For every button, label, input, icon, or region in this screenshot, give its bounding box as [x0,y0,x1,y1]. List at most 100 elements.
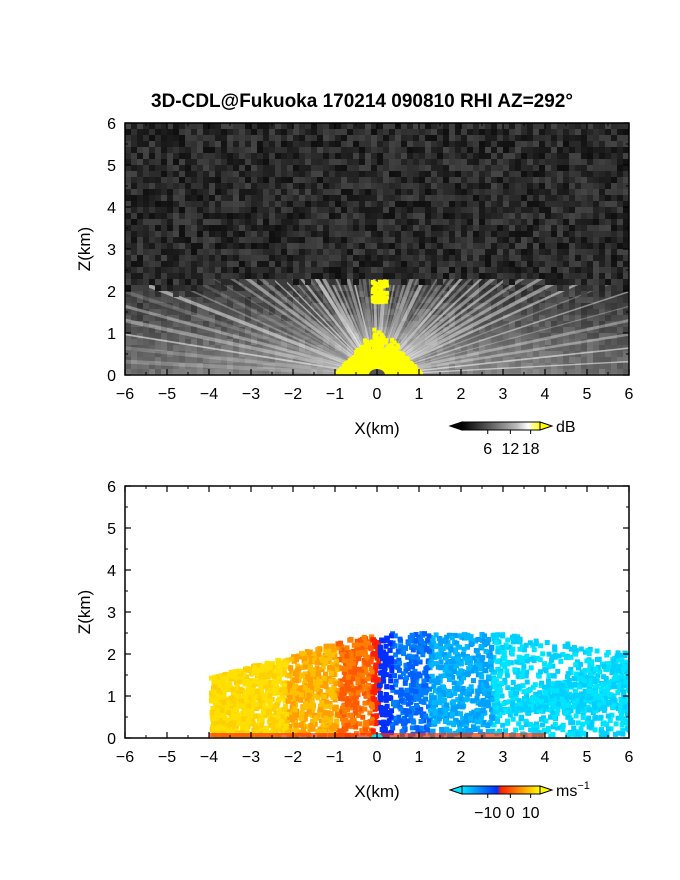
noise-cell [317,159,323,165]
noise-cell [161,219,167,225]
noise-cell [293,237,299,243]
noise-cell [149,267,155,273]
noise-cell [263,261,269,267]
noise-cell [329,201,335,207]
noise-cell [329,279,335,285]
noise-cell [131,279,137,285]
noise-cell [155,135,161,141]
echo-streak [376,360,629,375]
noise-cell [425,171,431,177]
noise-cell [407,147,413,153]
noise-cell [311,153,317,159]
noise-cell [137,183,143,189]
noise-cell [389,279,395,285]
echo-streak [125,225,378,375]
noise-cell [191,147,197,153]
noise-cell [377,255,383,261]
noise-cell [287,267,293,273]
noise-cell [413,153,419,159]
noise-cell [299,153,305,159]
noise-cell [335,201,341,207]
noise-cell [407,183,413,189]
noise-cell [215,183,221,189]
noise-cell [389,159,395,165]
noise-cell [167,159,173,165]
noise-cell [215,129,221,135]
echo-streak [376,259,629,375]
noise-cell [311,207,317,213]
noise-cell [293,153,299,159]
noise-cell [155,285,161,291]
noise-cell [131,141,137,147]
noise-cell [431,183,437,189]
noise-cell [353,147,359,153]
noise-cell [371,213,377,219]
noise-cell [341,243,347,249]
noise-cell [329,273,335,279]
noise-cell [365,123,371,129]
noise-cell [389,129,395,135]
noise-cell [185,279,191,285]
noise-cell [329,177,335,183]
noise-cell [377,237,383,243]
noise-cell [227,183,233,189]
noise-cell [401,195,407,201]
noise-cell [359,189,365,195]
noise-cell [329,267,335,273]
noise-cell [209,123,215,129]
noise-cell [281,273,287,279]
noise-cell [281,177,287,183]
noise-cell [155,177,161,183]
noise-cell [143,141,149,147]
noise-cell [257,273,263,279]
noise-cell [143,177,149,183]
noise-cell [341,225,347,231]
noise-cell [269,225,275,231]
noise-cell [203,201,209,207]
echo-streak [375,123,557,375]
noise-cell [359,129,365,135]
noise-cell [371,123,377,129]
echo-streak [376,319,629,375]
noise-cell [293,159,299,165]
noise-cell [221,135,227,141]
noise-cell [305,249,311,255]
noise-cell [353,201,359,207]
noise-cell [353,159,359,165]
noise-cell [137,123,143,129]
noise-cell [407,255,413,261]
echo-streak [376,224,629,375]
noise-cell [401,177,407,183]
noise-cell [251,195,257,201]
noise-cell [125,255,131,261]
noise-cell [413,177,419,183]
noise-cell [227,207,233,213]
noise-cell [257,225,263,231]
noise-cell [161,279,167,285]
noise-cell [167,153,173,159]
noise-cell [185,291,191,297]
noise-cell [257,213,263,219]
noise-cell [407,261,413,267]
noise-cell [413,183,419,189]
noise-cell [395,237,401,243]
noise-cell [197,273,203,279]
noise-cell [251,231,257,237]
noise-cell [161,273,167,279]
noise-cell [329,219,335,225]
noise-cell [347,141,353,147]
noise-cell [269,237,275,243]
noise-cell [383,165,389,171]
noise-cell [317,123,323,129]
noise-cell [275,165,281,171]
noise-cell [389,261,395,267]
noise-cell [335,225,341,231]
noise-cell [281,165,287,171]
noise-cell [371,225,377,231]
noise-cell [143,147,149,153]
noise-cell [215,267,221,273]
noise-cell [335,183,341,189]
noise-cell [155,141,161,147]
noise-cell [125,123,131,129]
noise-cell [389,171,395,177]
